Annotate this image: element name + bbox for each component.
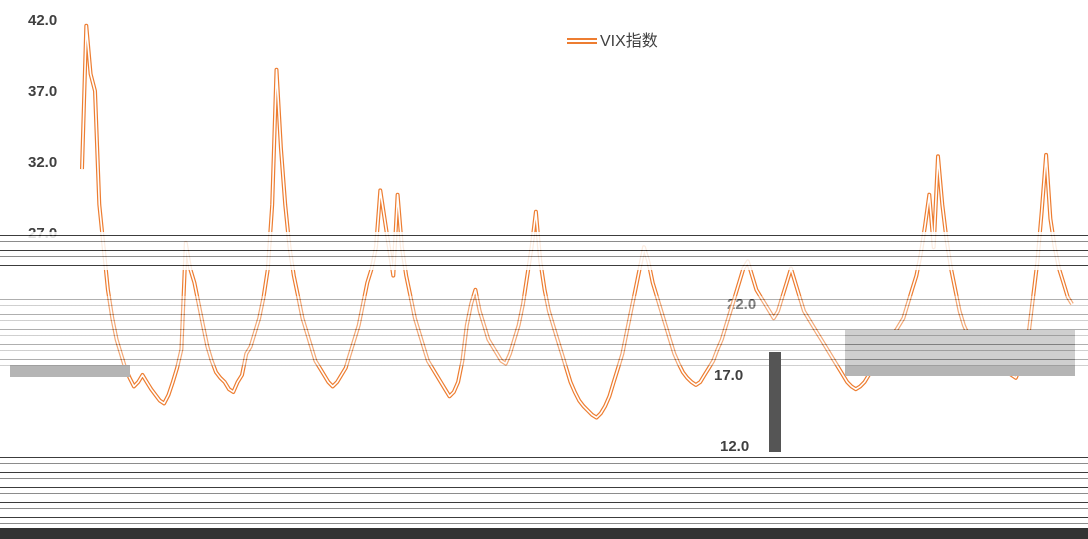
scanline-band-top — [0, 232, 1088, 270]
y-tick-label: 42.0 — [28, 12, 57, 29]
y-tick-label: 17.0 — [714, 367, 743, 384]
scanline-band-axis — [0, 454, 1088, 526]
scanline-band-middle — [0, 296, 1088, 366]
glitch-bottom-bar — [0, 528, 1088, 539]
y-tick-label: 32.0 — [28, 154, 57, 171]
chart-legend: VIX指数 — [567, 32, 658, 50]
y-tick-label: 12.0 — [720, 438, 749, 455]
series-line-vix-inner — [81, 24, 1073, 419]
series-layer — [80, 23, 1074, 420]
glitch-block-left — [10, 365, 130, 377]
glitch-block-right — [845, 330, 1075, 376]
legend-label-vix: VIX指数 — [600, 32, 658, 50]
glitch-bar-vertical — [769, 352, 781, 452]
y-tick-label: 37.0 — [28, 83, 57, 100]
